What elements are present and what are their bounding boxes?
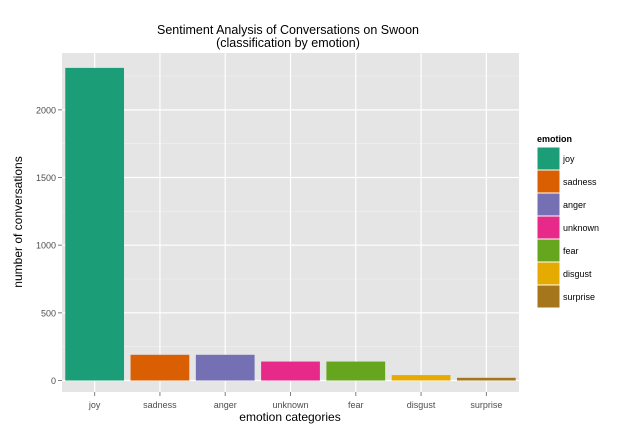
x-tick-label: surprise xyxy=(470,400,502,410)
legend-label: disgust xyxy=(563,269,592,279)
x-tick-label: joy xyxy=(88,400,101,410)
y-tick-label: 500 xyxy=(41,308,56,318)
legend-key-surprise xyxy=(536,284,561,309)
x-tick-label: sadness xyxy=(143,400,177,410)
legend-label: joy xyxy=(562,154,575,164)
bar-unknown xyxy=(261,361,320,381)
legend: emotion joy sadness anger unknown fear disgus… xyxy=(536,134,599,309)
legend-key-sadness xyxy=(536,169,561,194)
legend-key-anger xyxy=(536,192,561,217)
bar-sadness xyxy=(130,354,190,381)
x-axis-label: emotion categories xyxy=(239,410,340,424)
y-tick-label: 0 xyxy=(51,376,56,386)
x-axis-ticks: joy sadness anger unknown fear disgust surpris… xyxy=(88,392,502,410)
chart-subtitle: (classification by emotion) xyxy=(216,36,360,50)
legend-key-unknown xyxy=(536,215,561,240)
y-tick-label: 1500 xyxy=(36,173,56,183)
y-axis-ticks: 0 500 1000 1500 2000 xyxy=(36,105,62,386)
legend-key-disgust xyxy=(536,261,561,286)
legend-label: anger xyxy=(563,200,586,210)
y-axis-label: number of conversations xyxy=(11,156,25,287)
bar-disgust xyxy=(391,375,451,381)
legend-title: emotion xyxy=(537,134,572,144)
legend-label: fear xyxy=(563,246,579,256)
y-tick-label: 2000 xyxy=(36,105,56,115)
legend-label: surprise xyxy=(563,292,595,302)
legend-label: sadness xyxy=(563,177,597,187)
legend-label: unknown xyxy=(563,223,599,233)
bar-anger xyxy=(195,354,255,381)
x-tick-label: fear xyxy=(348,400,364,410)
x-tick-label: unknown xyxy=(272,400,308,410)
bar-fear xyxy=(326,361,386,381)
legend-key-joy xyxy=(536,146,561,171)
x-tick-label: disgust xyxy=(407,400,436,410)
chart-title: Sentiment Analysis of Conversations on S… xyxy=(157,23,419,37)
x-tick-label: anger xyxy=(214,400,237,410)
y-tick-label: 1000 xyxy=(36,241,56,251)
legend-key-fear xyxy=(536,238,561,263)
bars xyxy=(65,67,516,381)
bar-joy xyxy=(65,67,125,381)
bar-surprise xyxy=(456,377,516,381)
